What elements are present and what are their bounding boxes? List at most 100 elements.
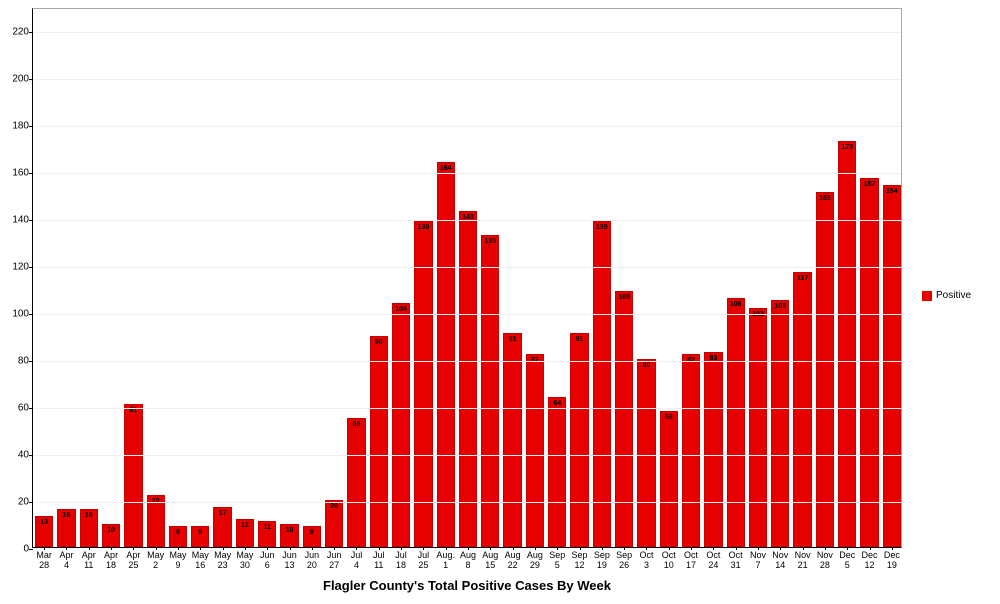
ytick-label: 100 bbox=[12, 309, 29, 320]
chart-root: 1316161061229917121110920559010413916414… bbox=[0, 0, 1000, 604]
bar: 91 bbox=[570, 333, 588, 547]
ytick-mark bbox=[29, 79, 33, 80]
ytick-mark bbox=[29, 455, 33, 456]
xtick-label: Aug.1 bbox=[436, 551, 455, 571]
xtick-label: Jul11 bbox=[373, 551, 385, 571]
xtick-label: Oct10 bbox=[662, 551, 676, 571]
bar-value-label: 117 bbox=[797, 275, 808, 282]
bar: 157 bbox=[860, 178, 878, 547]
bar-value-label: 109 bbox=[618, 294, 630, 301]
xtick-label: Oct24 bbox=[706, 551, 720, 571]
xtick-label: Dec19 bbox=[884, 551, 900, 571]
gridline bbox=[33, 455, 901, 456]
bar: 91 bbox=[503, 333, 521, 547]
ytick-mark bbox=[29, 173, 33, 174]
legend-swatch bbox=[922, 291, 932, 301]
bar-value-label: 9 bbox=[310, 529, 314, 536]
bar-value-label: 20 bbox=[330, 503, 338, 510]
xtick-label: Jul18 bbox=[395, 551, 407, 571]
bar-value-label: 104 bbox=[395, 306, 407, 313]
xtick-label: Oct31 bbox=[729, 551, 743, 571]
bar-value-label: 173 bbox=[841, 144, 853, 151]
bar: 12 bbox=[236, 519, 254, 547]
bar-value-label: 106 bbox=[730, 301, 742, 308]
bar: 82 bbox=[526, 354, 544, 547]
bar: 11 bbox=[258, 521, 276, 547]
ytick-mark bbox=[29, 220, 33, 221]
bar: 10 bbox=[280, 524, 298, 547]
xtick-label: Jun20 bbox=[305, 551, 320, 571]
gridline bbox=[33, 408, 901, 409]
xtick-label: Oct3 bbox=[639, 551, 653, 571]
gridline bbox=[33, 79, 901, 80]
xtick-label: Nov28 bbox=[817, 551, 833, 571]
bar: 17 bbox=[213, 507, 231, 547]
ytick-label: 220 bbox=[12, 27, 29, 38]
gridline bbox=[33, 314, 901, 315]
bar: 22 bbox=[147, 495, 165, 547]
gridline bbox=[33, 220, 901, 221]
xtick-label: Apr4 bbox=[59, 551, 73, 571]
bar: 58 bbox=[660, 411, 678, 547]
xtick-label: Sep12 bbox=[572, 551, 588, 571]
bar: 151 bbox=[816, 192, 834, 547]
bar-value-label: 139 bbox=[418, 224, 430, 231]
xtick-label: Aug29 bbox=[527, 551, 543, 571]
ytick-mark bbox=[29, 502, 33, 503]
bars-container: 1316161061229917121110920559010413916414… bbox=[33, 9, 901, 547]
ytick-label: 80 bbox=[18, 356, 29, 367]
bar-value-label: 64 bbox=[553, 400, 561, 407]
xtick-label: Jul4 bbox=[351, 551, 363, 571]
ytick-mark bbox=[29, 126, 33, 127]
ytick-label: 20 bbox=[18, 497, 29, 508]
xtick-label: Nov14 bbox=[772, 551, 788, 571]
xtick-label: May30 bbox=[236, 551, 253, 571]
xtick-label: Jun13 bbox=[282, 551, 297, 571]
bar: 20 bbox=[325, 500, 343, 547]
bar-value-label: 90 bbox=[375, 339, 383, 346]
xtick-label: May23 bbox=[214, 551, 231, 571]
bar: 143 bbox=[459, 211, 477, 547]
bar: 55 bbox=[347, 418, 365, 547]
ytick-label: 160 bbox=[12, 168, 29, 179]
bar: 16 bbox=[80, 509, 98, 547]
ytick-label: 60 bbox=[18, 403, 29, 414]
xtick-label: Sep5 bbox=[549, 551, 565, 571]
ytick-label: 140 bbox=[12, 215, 29, 226]
bar-value-label: 13 bbox=[40, 519, 48, 526]
xtick-label: Dec12 bbox=[862, 551, 878, 571]
bar: 139 bbox=[593, 221, 611, 547]
bar-value-label: 10 bbox=[286, 527, 294, 534]
bar: 13 bbox=[35, 516, 53, 547]
bar-value-label: 16 bbox=[85, 512, 93, 519]
bar: 102 bbox=[749, 308, 767, 547]
xtick-label: Jun27 bbox=[327, 551, 342, 571]
bar-value-label: 91 bbox=[576, 336, 584, 343]
ytick-mark bbox=[29, 32, 33, 33]
xtick-label: Jul25 bbox=[418, 551, 430, 571]
xtick-label: Dec5 bbox=[839, 551, 855, 571]
gridline bbox=[33, 267, 901, 268]
xtick-label: Sep26 bbox=[616, 551, 632, 571]
xtick-label: Aug8 bbox=[460, 551, 476, 571]
bar: 80 bbox=[637, 359, 655, 547]
bar-value-label: 164 bbox=[440, 165, 452, 172]
bar: 9 bbox=[191, 526, 209, 547]
xtick-label: Oct17 bbox=[684, 551, 698, 571]
ytick-label: 200 bbox=[12, 74, 29, 85]
bar-value-label: 17 bbox=[219, 510, 227, 517]
bar: 133 bbox=[481, 235, 499, 547]
bar: 9 bbox=[303, 526, 321, 547]
bar: 10 bbox=[102, 524, 120, 547]
bar-value-label: 9 bbox=[198, 529, 202, 536]
ytick-mark bbox=[29, 361, 33, 362]
xtick-label: Apr11 bbox=[82, 551, 96, 571]
bar-value-label: 11 bbox=[264, 524, 271, 531]
bar-value-label: 157 bbox=[864, 181, 876, 188]
xtick-label: Sep19 bbox=[594, 551, 610, 571]
xtick-label: Aug15 bbox=[482, 551, 498, 571]
xtick-label: Nov7 bbox=[750, 551, 766, 571]
legend: Positive bbox=[922, 290, 971, 301]
gridline bbox=[33, 126, 901, 127]
bar: 173 bbox=[838, 141, 856, 547]
